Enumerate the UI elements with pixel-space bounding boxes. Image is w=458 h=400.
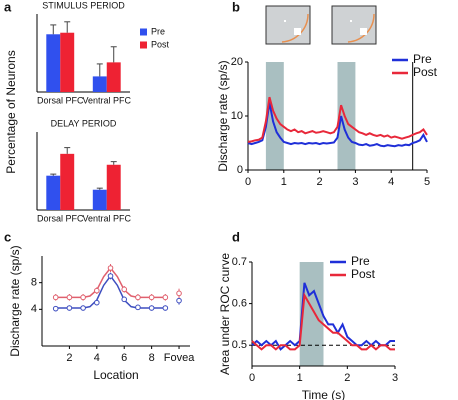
inset — [265, 5, 311, 45]
point — [135, 294, 141, 301]
bar — [92, 189, 107, 210]
y-axis-label: Percentage of Neurons — [4, 50, 18, 173]
point — [80, 294, 86, 301]
bar — [46, 175, 61, 210]
point — [176, 290, 182, 297]
legend-swatch — [140, 28, 147, 36]
x-tick-label: Ventral PFC — [82, 213, 131, 223]
legend-label: Post — [351, 267, 376, 281]
fit-line — [55, 266, 166, 299]
x-tick-label: Ventral PFC — [82, 95, 131, 105]
x-tick-label: 1 — [281, 176, 287, 188]
panel-label: a — [4, 0, 12, 14]
x-tick-label: 3 — [392, 372, 398, 384]
y-axis-label: Discharge rate (sp/s) — [216, 60, 230, 171]
legend-label: Pre — [351, 254, 370, 268]
point — [121, 296, 128, 303]
x-axis-label: Time (s) — [302, 388, 346, 400]
x-tick-label: Fovea — [164, 352, 195, 364]
y-tick-label: 0.6 — [232, 298, 247, 310]
point — [66, 294, 73, 301]
legend-label: Post — [413, 65, 438, 79]
panel-label: d — [232, 229, 240, 244]
y-axis-label: Area under ROC curve — [218, 253, 232, 375]
legend-label: Pre — [151, 26, 165, 36]
y-tick-label: 0 — [237, 164, 243, 176]
point — [94, 299, 100, 306]
y-tick-label: 0.5 — [232, 339, 247, 351]
y-axis-label: Discharge rate (sp/s) — [8, 245, 22, 356]
point — [107, 273, 114, 279]
x-tick-label: 0 — [249, 372, 255, 384]
chart-title: DELAY PERIOD — [51, 118, 117, 128]
x-tick-label: 2 — [317, 176, 323, 188]
bar — [106, 62, 121, 92]
x-tick-label: 6 — [121, 352, 127, 364]
x-tick-label: 2 — [344, 372, 350, 384]
fit-line — [55, 274, 166, 309]
point — [52, 294, 59, 301]
point — [148, 305, 155, 311]
bar — [60, 32, 75, 92]
point — [52, 305, 59, 312]
point — [80, 305, 86, 311]
inset — [331, 5, 377, 45]
bar — [92, 76, 107, 92]
y-tick-label: 0.7 — [232, 256, 247, 268]
point — [121, 286, 128, 293]
legend-label: Post — [151, 39, 170, 49]
series-line — [247, 102, 428, 148]
point — [148, 294, 155, 301]
bar — [46, 34, 61, 92]
x-tick-label: Dorsal PFC — [37, 95, 84, 105]
bar — [60, 153, 75, 210]
point — [162, 294, 169, 301]
point — [107, 265, 114, 271]
panel-label: c — [4, 229, 11, 244]
x-tick-label: 1 — [297, 372, 303, 384]
x-tick-label: 4 — [388, 176, 394, 188]
chart-title: STIMULUS PERIOD — [42, 0, 125, 10]
x-tick-label: 0 — [245, 176, 251, 188]
x-axis-label: Location — [93, 368, 138, 382]
series-line — [247, 96, 428, 143]
panel-label: b — [232, 0, 240, 14]
x-tick-label: 2 — [66, 352, 72, 364]
x-tick-label: 3 — [352, 176, 358, 188]
point — [162, 305, 169, 311]
y-tick-label: 8 — [31, 277, 37, 289]
x-tick-label: 4 — [94, 352, 100, 364]
x-tick-label: Dorsal PFC — [37, 213, 84, 223]
x-tick-label: 5 — [424, 176, 430, 188]
bar — [106, 164, 121, 210]
point — [94, 287, 100, 294]
shaded-region — [337, 62, 356, 170]
point — [135, 304, 141, 311]
series-line — [251, 292, 395, 351]
point — [176, 297, 182, 304]
legend-label: Pre — [413, 52, 432, 66]
point — [66, 305, 73, 311]
y-tick-label: 4 — [31, 303, 37, 315]
x-tick-label: 8 — [149, 352, 155, 364]
y-tick-label: 10 — [231, 110, 243, 122]
legend-swatch — [140, 41, 147, 49]
y-tick-label: 20 — [231, 56, 243, 68]
